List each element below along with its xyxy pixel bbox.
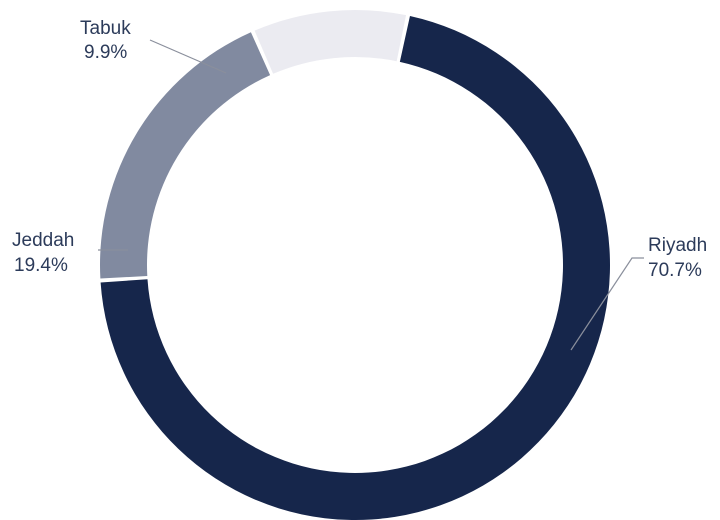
donut-slices: [100, 10, 610, 520]
slice-tabuk: [254, 10, 407, 74]
leader-line-riyadh: [570, 257, 644, 351]
slice-label-tabuk: Tabuk: [80, 18, 131, 39]
slice-value-jeddah: 19.4%: [14, 255, 68, 276]
slice-value-riyadh: 70.7%: [648, 260, 702, 281]
slice-label-jeddah: Jeddah: [12, 230, 74, 251]
slice-value-tabuk: 9.9%: [84, 42, 127, 63]
slice-label-riyadh: Riyadh: [648, 235, 707, 256]
slice-jeddah: [100, 32, 271, 279]
leader-line-tabuk: [149, 39, 227, 74]
leader-lines: [98, 39, 644, 351]
